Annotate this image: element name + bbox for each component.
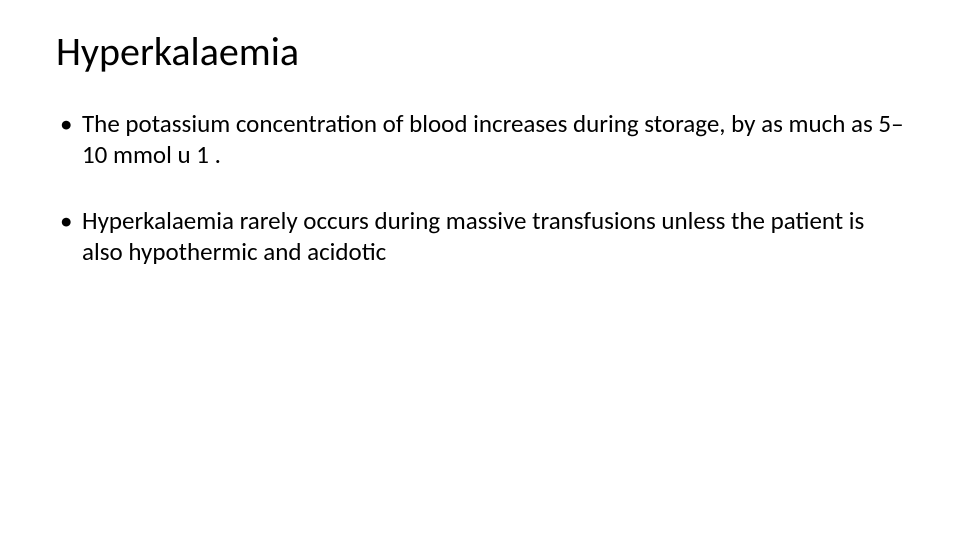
bullet-list: The potassium concentration of blood inc…	[56, 108, 904, 267]
bullet-item: Hyperkalaemia rarely occurs during massi…	[56, 205, 904, 268]
slide-title: Hyperkalaemia	[56, 30, 904, 74]
bullet-item: The potassium concentration of blood inc…	[56, 108, 904, 171]
slide: Hyperkalaemia The potassium concentratio…	[0, 0, 960, 540]
